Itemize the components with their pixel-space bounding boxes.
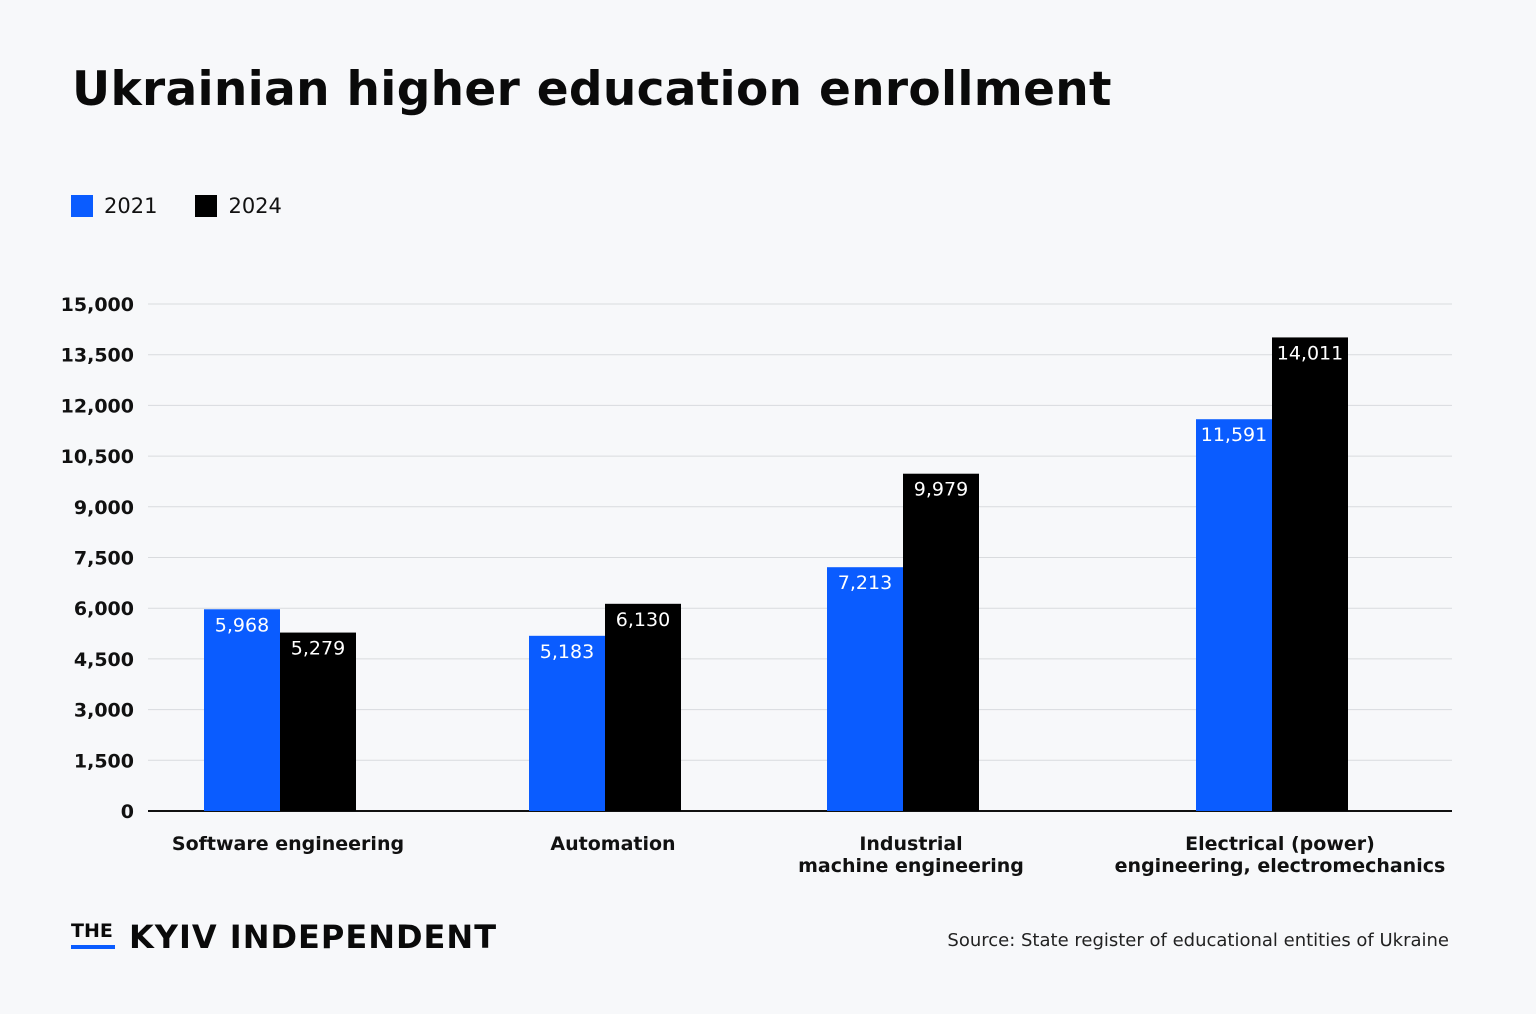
bar-value-label: 7,213	[838, 572, 892, 594]
bar-2021	[529, 635, 605, 811]
bar-value-label: 5,183	[540, 641, 594, 663]
y-tick-label: 9,000	[74, 497, 134, 519]
bar-value-label: 6,130	[616, 609, 670, 631]
legend-swatch-2021	[71, 195, 93, 217]
legend-label-2024: 2024	[228, 194, 282, 218]
category-label: Industrial	[859, 833, 962, 855]
bar-2024	[280, 632, 356, 811]
category-label: Electrical (power)	[1185, 833, 1375, 855]
legend-item-2024: 2024	[195, 194, 282, 218]
bar-chart: 0 1,500 3,000 4,500 6,000 7,500 9,000 10,500 12,…	[61, 294, 1452, 877]
y-tick-label: 4,500	[74, 649, 134, 671]
logo-name: KYIV INDEPENDENT	[129, 918, 498, 956]
bar-2021	[827, 567, 903, 811]
y-tick-label: 1,500	[74, 750, 134, 772]
bar-value-label: 5,279	[291, 638, 345, 660]
chart-title: Ukrainian higher education enrollment	[72, 62, 1112, 117]
bar-value-label: 5,968	[215, 614, 269, 636]
logo-the: THE	[71, 920, 113, 942]
legend: 2021 2024	[71, 194, 320, 218]
bar-2021	[204, 609, 280, 811]
legend-swatch-2024	[195, 195, 218, 217]
bar-value-label: 9,979	[914, 479, 968, 501]
category-label: machine engineering	[798, 855, 1024, 877]
bar-2024	[903, 473, 979, 811]
y-tick-label: 0	[121, 801, 134, 823]
logo-the-block: THE	[71, 921, 115, 949]
y-tick-label: 10,500	[61, 446, 134, 468]
y-tick-label: 7,500	[74, 548, 134, 570]
bar-value-label: 11,591	[1201, 424, 1267, 446]
bar-value-label: 14,011	[1277, 342, 1343, 364]
source-note: Source: State register of educational en…	[947, 930, 1449, 951]
legend-item-2021: 2021	[71, 194, 157, 218]
y-tick-label: 13,500	[61, 345, 134, 367]
category-label: engineering, electromechanics	[1115, 855, 1446, 877]
y-tick-label: 6,000	[74, 598, 134, 620]
brand-logo: THE KYIV INDEPENDENT	[71, 918, 497, 956]
category-label: Software engineering	[172, 833, 404, 855]
bar-2021	[1196, 419, 1272, 811]
y-tick-label: 12,000	[61, 395, 134, 417]
y-tick-label: 3,000	[74, 700, 134, 722]
logo-underline	[71, 945, 115, 949]
legend-label-2021: 2021	[104, 194, 158, 218]
category-label: Automation	[550, 833, 675, 855]
bar-2024	[1272, 337, 1348, 811]
bar-2024	[605, 603, 681, 811]
y-tick-label: 15,000	[61, 294, 134, 316]
